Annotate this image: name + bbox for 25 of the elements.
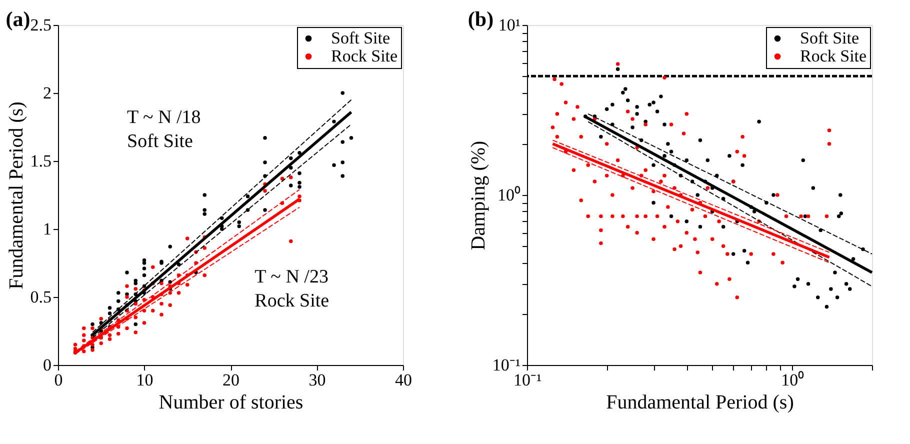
x-tick-label: 30 <box>308 370 326 390</box>
legend-label: Rock Site <box>800 46 867 66</box>
legend-label: Rock Site <box>331 46 398 66</box>
x-axis-title: Number of stories <box>158 392 304 414</box>
x-tick-label: 40 <box>395 370 412 390</box>
x-axis-title: Fundamental Period (s) <box>606 392 794 414</box>
y-axis-title: Fundamental Period (s) <box>5 102 28 290</box>
annotation: T ~ N /23 Rock Site <box>254 266 330 312</box>
legend-label: Soft Site <box>331 28 390 48</box>
y-tick-label: 1 <box>43 220 52 238</box>
y-tick-label: 0 <box>43 356 52 374</box>
y-tick-label: 10⁰ <box>498 186 520 204</box>
x-tick-label: 10 <box>136 370 154 390</box>
chart-title: (b) <box>468 7 494 31</box>
legend-label: Soft Site <box>800 28 860 48</box>
annotation: T ~ N /18 Soft Site <box>127 106 201 152</box>
x-tick-label: 10⁰ <box>781 370 804 390</box>
y-tick-label: 2.5 <box>30 16 52 34</box>
y-tick-label: 0.5 <box>30 288 52 306</box>
y-tick-label: 1.5 <box>30 152 52 170</box>
y-tick-label: 10¹ <box>498 16 520 34</box>
y-tick-label: 2 <box>43 84 52 102</box>
chart-title: (a) <box>6 7 30 31</box>
y-axis-title: Damping (%) <box>467 140 490 250</box>
x-tick-label: 20 <box>222 370 240 390</box>
